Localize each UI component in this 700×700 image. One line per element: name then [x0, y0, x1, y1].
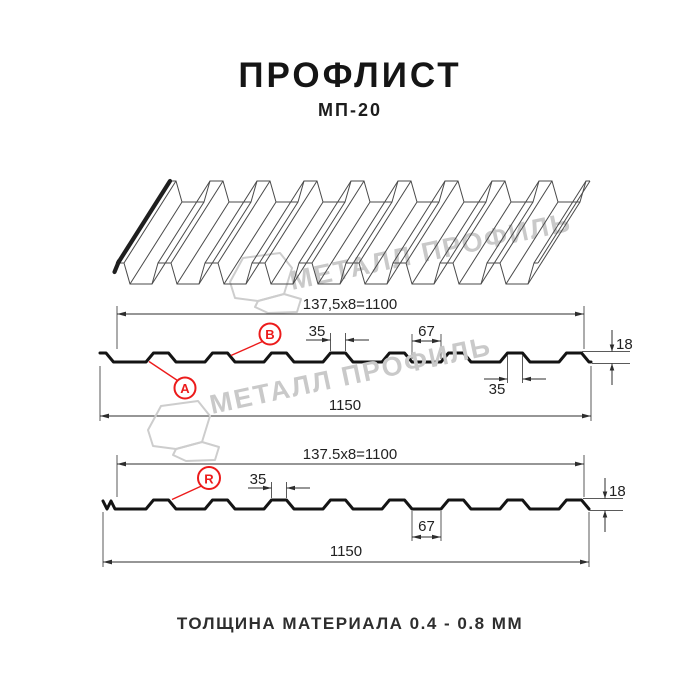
watermark-middle: МЕТАЛЛ ПРОФИЛЬ — [147, 331, 494, 462]
sheet-3d-cut-edge — [115, 178, 173, 266]
point-label-r: R — [171, 466, 221, 501]
point-label-b: B — [230, 322, 282, 357]
dim-total-width-r: 1150 — [102, 512, 590, 567]
dim-label-flat-r: 67 — [418, 518, 435, 535]
watermark-logo-icon — [147, 400, 211, 450]
dim-label-rib-top-r: 35 — [250, 471, 267, 488]
profile-section-ab: 137,5x8=1100 35 67 — [98, 296, 633, 421]
point-a-circle — [173, 376, 197, 400]
sheet-3d-back-edge — [170, 180, 590, 203]
sheet-3d-cut-edge-foot — [112, 258, 122, 275]
dim-height-a: 18 — [582, 330, 633, 385]
dim-rib-top-a: 35 — [306, 323, 369, 351]
dim-working-width-r: 137.5x8=1100 — [116, 446, 585, 497]
dim-total-width-a: 1150 — [99, 366, 592, 421]
dim-label-height-a: 18 — [616, 336, 633, 353]
dim-label-rib-top-a: 35 — [309, 323, 326, 340]
watermark-logo-icon — [172, 441, 220, 462]
point-r-circle — [197, 466, 221, 490]
watermark-logo-icon — [254, 293, 302, 314]
profile-ab-outline — [98, 351, 593, 364]
watermark-logo-icon — [229, 252, 293, 302]
point-b-circle — [258, 322, 282, 346]
dim-label-total-width-r: 1150 — [330, 543, 362, 560]
dim-label-height-r: 18 — [609, 483, 626, 500]
point-b-letter: B — [265, 327, 274, 342]
page-title: ПРОФЛИСТ — [238, 56, 462, 95]
watermark-text: МЕТАЛЛ ПРОФИЛЬ — [287, 207, 574, 296]
dim-rib-top-r: 35 — [248, 471, 310, 498]
dim-flat-r: 67 — [411, 511, 442, 541]
profile-model-name: МП-20 — [318, 100, 382, 120]
point-r-letter: R — [204, 472, 214, 487]
sheet-3d-front-edge — [118, 262, 538, 285]
dim-rib-bottom-a: 35 — [484, 355, 546, 398]
dim-flat-a: 67 — [411, 323, 442, 359]
profile-section-r: 137.5x8=1100 35 67 — [101, 446, 626, 567]
dim-label-working-width-a: 137,5x8=1100 — [303, 296, 397, 313]
point-a-letter: A — [180, 381, 190, 396]
profile-r-outline — [101, 498, 591, 511]
dim-label-rib-bottom-a: 35 — [489, 381, 506, 398]
dim-label-flat-a: 67 — [418, 323, 435, 340]
material-thickness-note: ТОЛЩИНА МАТЕРИАЛА 0.4 - 0.8 ММ — [176, 614, 524, 633]
dim-label-working-width-r: 137.5x8=1100 — [303, 446, 397, 463]
point-label-a: A — [148, 360, 197, 400]
dim-working-width-a: 137,5x8=1100 — [116, 296, 585, 349]
dim-height-r: 18 — [583, 478, 626, 532]
dim-label-total-width-a: 1150 — [329, 397, 361, 414]
sheet-3d-view — [112, 178, 591, 285]
